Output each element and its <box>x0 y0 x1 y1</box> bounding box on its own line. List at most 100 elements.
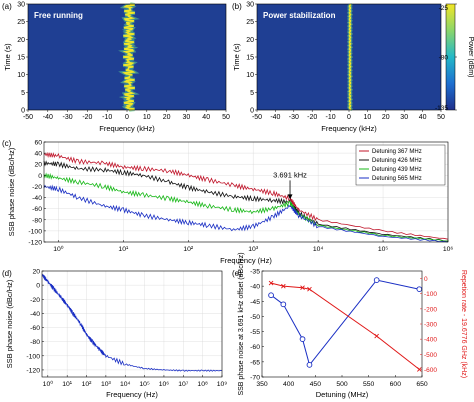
y-tick-label: -35 <box>250 269 260 276</box>
x-tick-label: 600 <box>390 381 402 388</box>
x-tick-label: 400 <box>283 381 295 388</box>
y2-tick-label: -300 <box>424 322 437 329</box>
x-tick-label: -50 <box>252 114 262 121</box>
panel-e-y2label: Repetion rate - 19.6776 GHz (kHz) <box>460 270 467 378</box>
legend-entry: Detuning 439 MHz <box>372 167 422 173</box>
legend-entry: Detuning 367 MHz <box>372 149 422 155</box>
panel-d-grid <box>42 270 223 377</box>
series-line <box>43 151 449 240</box>
panel-a-title: Free running <box>34 11 83 20</box>
panel-d-x-ticks: 10⁰ 10¹ 10² 10³ 10⁴ 10⁵ 10⁶ 10⁷ 10⁸ 10⁹ <box>43 375 227 388</box>
x-tick-label: 10⁴ <box>120 381 131 388</box>
panel-c-y-ticks: -120 -100 -80 -60 -40 -20 0 20 40 60 <box>28 140 46 247</box>
x-tick-label: -10 <box>326 114 336 121</box>
y-tick-label: 20 <box>17 37 25 44</box>
y2-tick-label: 0 <box>424 276 428 283</box>
y-tick-label: 20 <box>34 162 42 169</box>
x-tick-label: 10⁰ <box>53 245 64 253</box>
x-tick-label: 10³ <box>248 246 259 253</box>
panel-c-xlabel: Frequency (Hz) <box>220 256 272 265</box>
x-tick-label: 40 <box>419 114 427 121</box>
x-tick-label: -20 <box>82 114 92 121</box>
panel-d-ylabel: SSB phase noise (dBc/Hz) <box>5 279 14 368</box>
y-tick-label: -45 <box>250 299 260 306</box>
x-tick-label: 30 <box>183 114 191 121</box>
panel-a-x-ticks: -50 -40 -30 -20 -10 0 10 20 30 40 50 <box>23 110 230 121</box>
data-point <box>300 285 305 290</box>
y2-tick-label: -200 <box>424 306 437 313</box>
colorbar-tick-label: -25 <box>439 5 449 12</box>
y-tick-label: -40 <box>250 284 260 291</box>
y-tick-label: 10 <box>17 72 25 79</box>
x-tick-label: -40 <box>270 114 280 121</box>
x-tick-label: -30 <box>289 114 299 121</box>
panel-d-frame <box>41 270 223 378</box>
panel-a-xlabel: Frequency (kHz) <box>99 124 155 133</box>
data-point <box>268 292 274 299</box>
x-tick-label: 500 <box>336 381 348 388</box>
y2-tick-label: -400 <box>424 337 437 344</box>
y2-tick-label: -500 <box>424 352 437 359</box>
y-tick-label: 60 <box>34 140 42 147</box>
y-tick-label: 5 <box>21 90 25 97</box>
x-tick-label: 10⁷ <box>178 381 189 388</box>
x-tick-label: 650 <box>416 381 428 388</box>
y-tick-label: 5 <box>250 90 254 97</box>
panel-d: (d) 10⁰ 10¹ 10² 10³ 10⁴ 10⁵ 10⁶ 10⁷ 10⁸ 10⁹ -120-… <box>2 269 227 400</box>
panel-b-x-ticks: -50 -40 -30 -20 -10 0 10 20 30 40 50 <box>252 110 445 121</box>
panel-c-series <box>43 151 449 243</box>
panel-b: (b) Power stabilization -50 -40 -30 -20 -10 0… <box>232 2 474 134</box>
y-tick-label: -65 <box>250 359 260 366</box>
panel-b-y-ticks: 0 5 10 15 20 25 30 <box>246 2 257 115</box>
x-tick-label: -10 <box>102 114 112 121</box>
x-tick-label: 20 <box>163 114 171 121</box>
data-point <box>306 362 313 368</box>
panel-c-legend: Detuning 367 MHz Detuning 426 MHz Detuning… <box>355 144 446 186</box>
y-tick-label: 15 <box>246 55 254 62</box>
data-point <box>299 336 306 342</box>
panel-e-y-ticks: -70 -65 -60 -55 -50 -45 -40 -35 <box>250 269 264 382</box>
legend-box <box>355 144 446 186</box>
x-tick-label: -50 <box>23 114 33 121</box>
y-tick-label: -70 <box>250 375 260 382</box>
y-tick-label: 30 <box>17 2 25 9</box>
panel-b-ylabel: Time (s) <box>232 43 241 71</box>
series-line <box>43 184 449 243</box>
y-tick-label: -80 <box>32 217 42 224</box>
x-tick-label: 10⁶ <box>443 246 454 253</box>
x-tick-label: 350 <box>256 381 268 388</box>
y-tick-label: -100 <box>28 228 42 235</box>
panel-d-plot-area <box>42 271 222 377</box>
colorbar-tick-label: -80 <box>439 55 449 62</box>
x-tick-label: 10⁵ <box>139 381 150 388</box>
series-line <box>43 160 448 242</box>
y-tick-label: -100 <box>26 353 40 360</box>
panel-e-ylabel: SSB phase noise at 3.691 kHz offset (dBc… <box>238 252 245 395</box>
peak-line <box>122 3 136 111</box>
panel-label-d: (d) <box>2 269 12 278</box>
x-tick-label: 20 <box>382 114 390 121</box>
colorbar-tick-label: -135 <box>435 105 448 112</box>
x-tick-label: 10³ <box>101 381 112 388</box>
panel-d-xlabel: Frequency (Hz) <box>106 390 158 399</box>
y-tick-label: -20 <box>32 184 42 191</box>
panel-b-title: Power stabilization <box>263 11 336 20</box>
x-tick-label: -30 <box>63 114 73 121</box>
panel-e-y2-ticks: -600 -500 -400 -300 -200 -100 0 <box>420 276 437 374</box>
y2-tick-label: -600 <box>424 367 437 374</box>
data-point <box>281 283 286 289</box>
panel-c-annotation: 3.691 kHz <box>273 170 307 200</box>
y-tick-label: 20 <box>32 269 40 276</box>
y-tick-label: -40 <box>32 195 42 202</box>
x-tick-label: 10² <box>82 381 93 388</box>
data-point <box>373 277 380 283</box>
y-tick-label: 10 <box>246 72 254 79</box>
data-point <box>417 367 422 372</box>
panel-a-ylabel: Time (s) <box>3 43 12 71</box>
x-tick-label: 10⁵ <box>378 246 389 253</box>
panel-label-e: (e) <box>232 269 242 278</box>
peak-line <box>348 3 352 111</box>
x-tick-label: 50 <box>222 114 230 121</box>
data-point <box>307 286 312 292</box>
x-tick-label: 10¹ <box>62 381 73 388</box>
